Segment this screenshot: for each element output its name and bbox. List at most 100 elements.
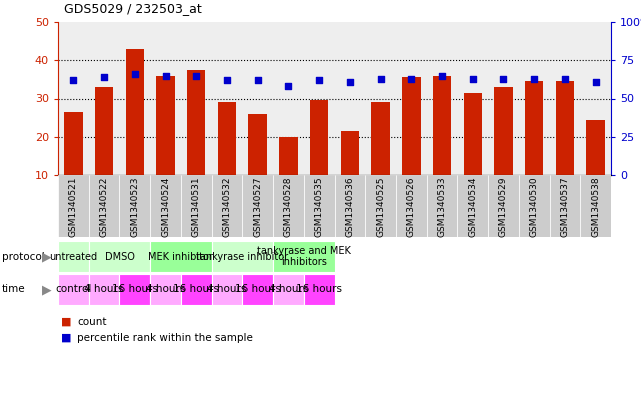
Bar	[488, 22, 519, 175]
Bar	[335, 22, 365, 175]
Bar	[273, 241, 335, 272]
Bar	[249, 114, 267, 175]
Text: 16 hours: 16 hours	[235, 285, 281, 294]
Bar	[310, 101, 328, 175]
Bar	[181, 175, 212, 237]
Point	[437, 72, 447, 79]
Text: percentile rank within the sample: percentile rank within the sample	[77, 333, 253, 343]
Bar	[335, 175, 365, 237]
Bar	[88, 274, 119, 305]
Text: GSM1340530: GSM1340530	[529, 177, 538, 237]
Text: control: control	[55, 285, 92, 294]
Bar	[396, 22, 427, 175]
Bar	[181, 22, 212, 175]
Point	[222, 77, 232, 83]
Text: GSM1340525: GSM1340525	[376, 177, 385, 237]
Bar	[433, 75, 451, 175]
Text: GSM1340534: GSM1340534	[468, 177, 478, 237]
Text: GSM1340524: GSM1340524	[161, 177, 170, 237]
Bar	[242, 22, 273, 175]
Bar	[458, 22, 488, 175]
Bar	[488, 175, 519, 237]
Bar	[519, 175, 549, 237]
Bar	[396, 175, 427, 237]
Bar	[340, 131, 359, 175]
Bar	[458, 175, 488, 237]
Bar	[119, 175, 150, 237]
Bar	[212, 175, 242, 237]
Point	[68, 77, 78, 83]
Point	[468, 75, 478, 82]
Point	[529, 75, 539, 82]
Point	[129, 71, 140, 77]
Bar	[119, 22, 150, 175]
Bar	[549, 175, 580, 237]
Bar	[580, 22, 611, 175]
Point	[590, 79, 601, 85]
Text: DMSO: DMSO	[104, 252, 135, 261]
Bar	[304, 175, 335, 237]
Text: GSM1340526: GSM1340526	[407, 177, 416, 237]
Text: tankyrase and MEK
inhibitors: tankyrase and MEK inhibitors	[257, 246, 351, 267]
Text: GSM1340537: GSM1340537	[560, 177, 569, 237]
Bar	[371, 102, 390, 175]
Text: GSM1340536: GSM1340536	[345, 177, 354, 237]
Point	[160, 72, 171, 79]
Bar	[64, 112, 83, 175]
Bar	[88, 241, 150, 272]
Bar	[549, 22, 580, 175]
Text: GSM1340522: GSM1340522	[99, 177, 108, 237]
Bar	[212, 22, 242, 175]
Bar	[88, 175, 119, 237]
Text: protocol: protocol	[2, 252, 45, 261]
Bar	[242, 175, 273, 237]
Bar	[304, 22, 335, 175]
Bar	[494, 87, 513, 175]
Bar	[150, 22, 181, 175]
Text: GSM1340521: GSM1340521	[69, 177, 78, 237]
Bar	[463, 93, 482, 175]
Bar	[304, 274, 335, 305]
Text: 16 hours: 16 hours	[173, 285, 219, 294]
Text: 4 hours: 4 hours	[269, 285, 308, 294]
Text: MEK inhibitor: MEK inhibitor	[149, 252, 213, 261]
Bar	[587, 119, 605, 175]
Text: ■: ■	[61, 333, 72, 343]
Point	[191, 72, 201, 79]
Text: GDS5029 / 232503_at: GDS5029 / 232503_at	[64, 2, 202, 15]
Bar	[58, 241, 88, 272]
Bar	[212, 241, 273, 272]
Bar	[181, 274, 212, 305]
Bar	[525, 81, 544, 175]
Bar	[187, 70, 206, 175]
Bar	[212, 274, 242, 305]
Point	[314, 77, 324, 83]
Point	[560, 75, 570, 82]
Bar	[119, 274, 150, 305]
Bar	[427, 22, 458, 175]
Bar	[88, 22, 119, 175]
Text: GSM1340528: GSM1340528	[284, 177, 293, 237]
Bar	[556, 81, 574, 175]
Bar	[218, 102, 236, 175]
Text: ▶: ▶	[42, 250, 51, 263]
Bar	[58, 274, 88, 305]
Bar	[365, 175, 396, 237]
Bar	[273, 22, 304, 175]
Bar	[427, 175, 458, 237]
Text: GSM1340538: GSM1340538	[591, 177, 600, 237]
Text: GSM1340532: GSM1340532	[222, 177, 231, 237]
Text: GSM1340529: GSM1340529	[499, 177, 508, 237]
Point	[283, 83, 294, 89]
Text: 4 hours: 4 hours	[146, 285, 185, 294]
Text: time: time	[2, 285, 26, 294]
Text: count: count	[77, 317, 107, 327]
Bar	[150, 241, 212, 272]
Bar	[273, 274, 304, 305]
Bar	[156, 75, 175, 175]
Text: tankyrase inhibitor: tankyrase inhibitor	[196, 252, 288, 261]
Text: 16 hours: 16 hours	[112, 285, 158, 294]
Point	[498, 75, 508, 82]
Bar	[402, 77, 420, 175]
Bar	[58, 175, 88, 237]
